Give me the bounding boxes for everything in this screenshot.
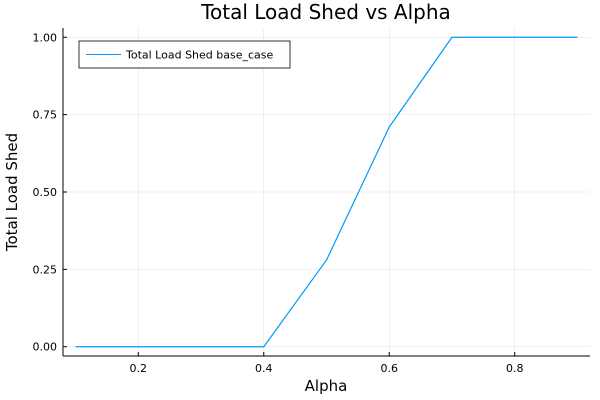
y-tick-label: 0.00 (33, 341, 58, 354)
tick-labels: 0.2 0.4 0.6 0.8 0.00 0.25 0.50 0.75 1.00 (33, 31, 524, 375)
chart-title: Total Load Shed vs Alpha (200, 0, 451, 24)
y-tick-label: 0.25 (33, 263, 58, 276)
y-tick-label: 0.50 (33, 186, 58, 199)
series-line (75, 36, 578, 348)
x-tick-label: 0.4 (255, 362, 273, 375)
x-tick-label: 0.8 (506, 362, 524, 375)
x-tick-label: 0.2 (130, 362, 148, 375)
legend: Total Load Shed base_case (78, 40, 291, 69)
y-axis-label: Total Load Shed (3, 133, 21, 252)
y-tick-label: 0.75 (33, 109, 58, 122)
axes (62, 28, 590, 357)
legend-label: Total Load Shed base_case (125, 49, 274, 62)
x-tick-label: 0.6 (380, 362, 398, 375)
x-axis-label: Alpha (305, 377, 348, 395)
grid-lines (63, 28, 590, 356)
series-lines (75, 36, 578, 348)
y-tick-label: 1.00 (33, 31, 58, 44)
